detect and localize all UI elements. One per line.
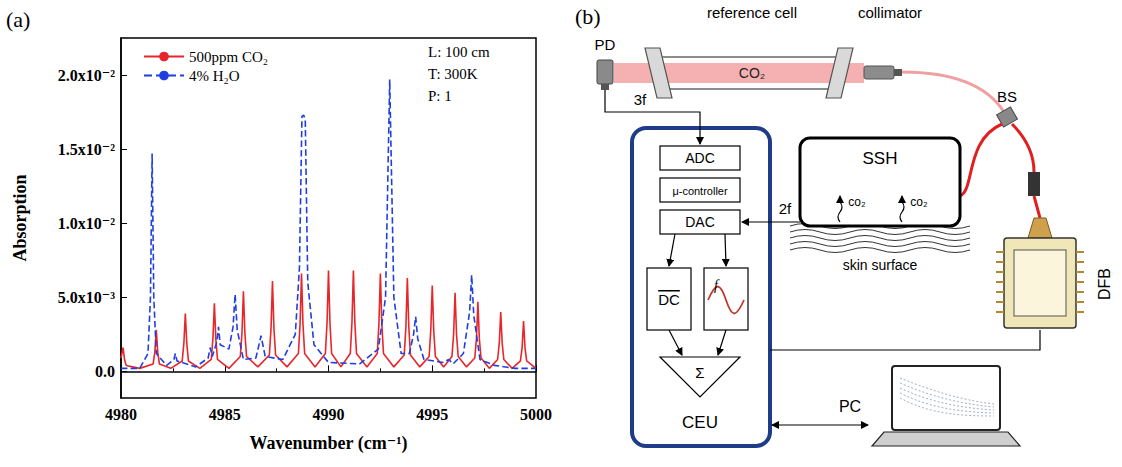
svg-text:PC: PC <box>839 398 861 415</box>
svg-text:5.0x10⁻³: 5.0x10⁻³ <box>58 289 115 306</box>
svg-text:(a): (a) <box>6 7 30 32</box>
svg-text:PD: PD <box>595 36 616 53</box>
svg-text:SSH: SSH <box>863 149 898 168</box>
svg-text:CO₂: CO₂ <box>739 65 765 81</box>
svg-text:500ppm CO₂: 500ppm CO₂ <box>189 49 268 65</box>
svg-text:4980: 4980 <box>105 406 137 423</box>
svg-text:5000: 5000 <box>520 406 552 423</box>
svg-text:f: f <box>714 278 720 293</box>
svg-text:3f: 3f <box>634 91 647 108</box>
svg-text:μ-controller: μ-controller <box>672 185 728 197</box>
svg-text:4985: 4985 <box>209 406 241 423</box>
svg-text:0.0: 0.0 <box>95 363 115 380</box>
svg-text:2f: 2f <box>779 200 792 217</box>
svg-text:ADC: ADC <box>685 150 715 166</box>
svg-text:collimator: collimator <box>858 4 922 21</box>
svg-text:CEU: CEU <box>682 413 718 432</box>
svg-text:reference cell: reference cell <box>707 4 797 21</box>
svg-text:Absorption: Absorption <box>10 174 30 261</box>
svg-text:4990: 4990 <box>313 406 345 423</box>
svg-text:co₂: co₂ <box>910 195 928 209</box>
svg-text:DC: DC <box>658 291 680 308</box>
svg-text:Σ: Σ <box>695 364 704 381</box>
svg-text:P: 1: P: 1 <box>428 88 452 104</box>
svg-text:DFB: DFB <box>1096 268 1113 300</box>
svg-text:(b): (b) <box>575 4 601 29</box>
svg-text:skin surface: skin surface <box>843 257 918 273</box>
svg-text:4% H₂O: 4% H₂O <box>189 68 240 84</box>
svg-text:T: 300K: T: 300K <box>428 66 478 82</box>
svg-text:co₂: co₂ <box>848 195 866 209</box>
svg-text:4995: 4995 <box>416 406 448 423</box>
svg-text:BS: BS <box>997 88 1017 105</box>
svg-text:1.5x10⁻²: 1.5x10⁻² <box>58 141 115 158</box>
svg-text:DAC: DAC <box>685 214 715 230</box>
svg-text:Wavenumber (cm⁻¹): Wavenumber (cm⁻¹) <box>249 433 407 454</box>
svg-text:1.0x10⁻²: 1.0x10⁻² <box>58 215 115 232</box>
svg-text:L: 100 cm: L: 100 cm <box>428 44 490 60</box>
svg-text:2.0x10⁻²: 2.0x10⁻² <box>58 67 115 84</box>
